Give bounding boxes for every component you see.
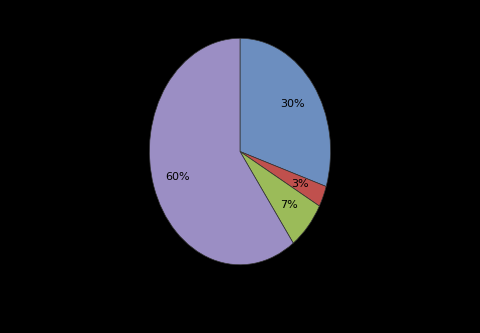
Wedge shape <box>240 152 326 206</box>
Wedge shape <box>149 38 293 265</box>
Wedge shape <box>240 38 331 186</box>
Text: 3%: 3% <box>291 179 309 189</box>
Wedge shape <box>240 152 319 243</box>
Text: 60%: 60% <box>166 172 190 182</box>
Text: 7%: 7% <box>280 200 298 210</box>
Text: 30%: 30% <box>280 99 305 109</box>
